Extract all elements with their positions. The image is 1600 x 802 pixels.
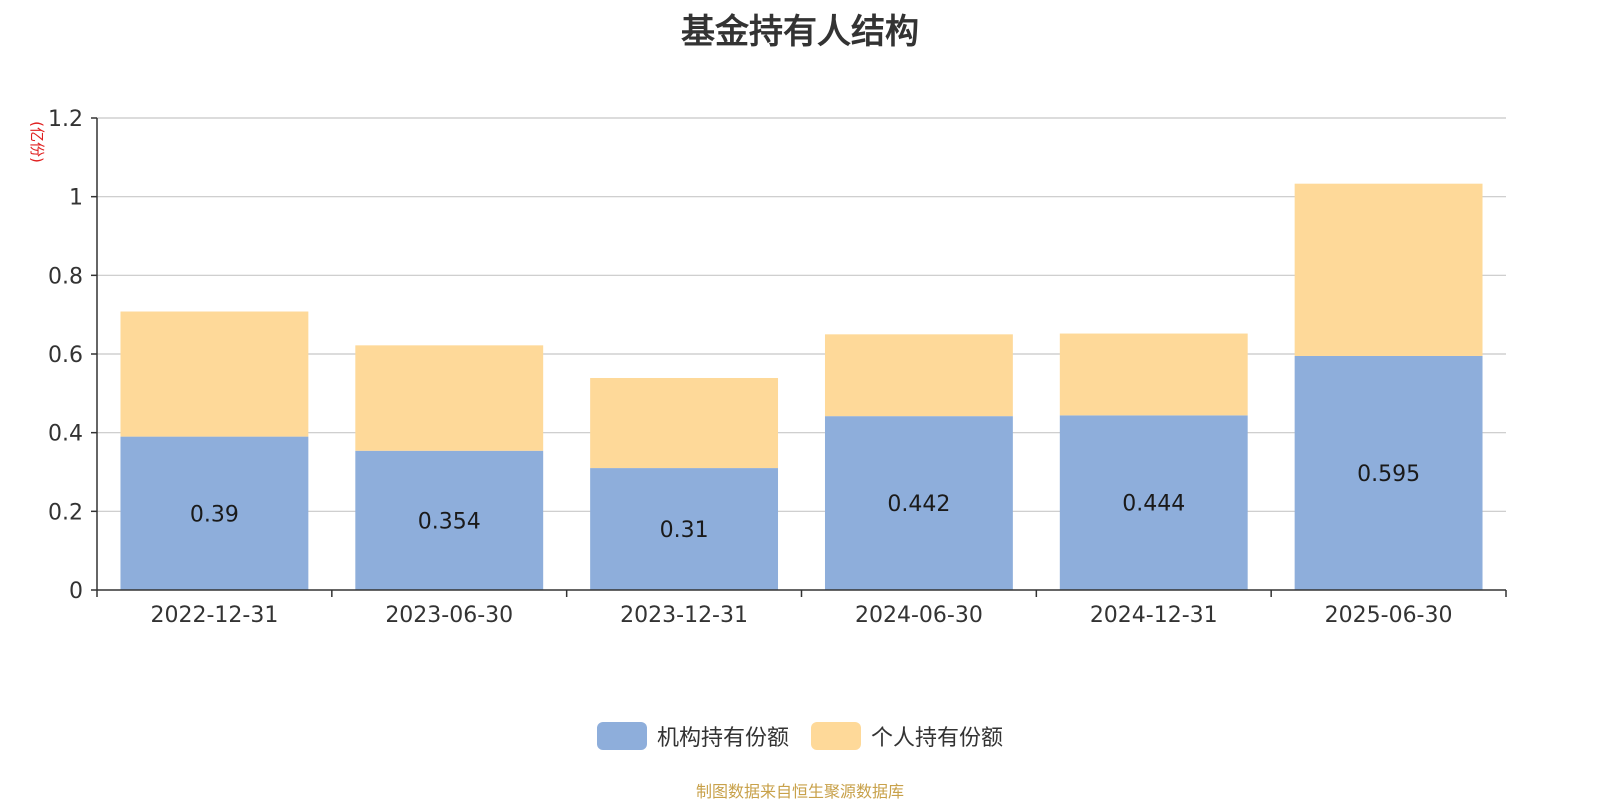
data-labels: 0.39 0.354 0.31 0.442 0.444 0.595	[190, 462, 1420, 543]
stacked-bar-chart: 0 0.2 0.4 0.6 0.8 1 1.2(亿份) 2022-12-31 2023-06-3…	[28, 107, 1507, 628]
y-tick-label-0: 0	[69, 579, 83, 604]
source-note: 制图数据来自恒生聚源数据库	[695, 782, 904, 801]
bar-institutional-4	[1059, 415, 1248, 590]
x-tick-label-4: 2024-12-31	[1090, 603, 1218, 628]
bar-individual-4	[1059, 333, 1248, 416]
y-tick-label-1: 0.2	[48, 500, 83, 525]
data-label-institutional-3: 0.442	[887, 492, 950, 517]
x-tick-label-1: 2023-06-30	[385, 603, 513, 628]
legend: 机构持有份额 个人持有份额	[0, 720, 1600, 752]
legend-swatch-individual	[811, 722, 861, 750]
y-tick-label-4: 0.8	[48, 264, 83, 289]
bar-individual-1	[355, 345, 544, 451]
bar-institutional-2	[590, 468, 779, 590]
y-axis-label: (亿份)	[28, 121, 46, 163]
legend-item-individual[interactable]: 个人持有份额	[811, 720, 1003, 752]
bars	[120, 183, 1483, 590]
bar-institutional-0	[120, 436, 309, 590]
chart-title: 基金持有人结构	[681, 12, 919, 52]
legend-label-institutional: 机构持有份额	[656, 726, 789, 751]
data-label-institutional-5: 0.595	[1357, 462, 1420, 487]
x-tick-label-0: 2022-12-31	[150, 603, 278, 628]
y-tick-label-3: 0.6	[48, 343, 83, 368]
data-label-institutional-1: 0.354	[418, 509, 481, 534]
bar-individual-3	[824, 334, 1013, 417]
y-tick-label-5: 1	[69, 186, 83, 211]
x-tick-label-5: 2025-06-30	[1325, 603, 1453, 628]
legend-item-institutional[interactable]: 机构持有份额	[596, 720, 789, 752]
bar-institutional-5	[1294, 355, 1483, 590]
bar-individual-5	[1294, 183, 1483, 356]
bar-individual-0	[120, 311, 309, 437]
data-label-institutional-0: 0.39	[190, 502, 239, 527]
x-tick-label-3: 2024-06-30	[855, 603, 983, 628]
grid-lines	[97, 117, 1506, 512]
data-label-institutional-4: 0.444	[1122, 492, 1185, 517]
bar-institutional-1	[355, 450, 544, 590]
bar-institutional-3	[824, 416, 1013, 590]
y-tick-label-2: 0.4	[48, 422, 83, 447]
legend-label-individual: 个人持有份额	[871, 726, 1004, 751]
data-label-institutional-2: 0.31	[660, 518, 709, 543]
bar-individual-2	[590, 377, 779, 469]
x-tick-label-2: 2023-12-31	[620, 603, 748, 628]
axes: 0 0.2 0.4 0.6 0.8 1 1.2(亿份) 2022-12-31 2023-06-3…	[28, 107, 1507, 628]
legend-swatch-institutional	[596, 722, 647, 750]
y-tick-label-6: 1.2	[48, 107, 83, 132]
